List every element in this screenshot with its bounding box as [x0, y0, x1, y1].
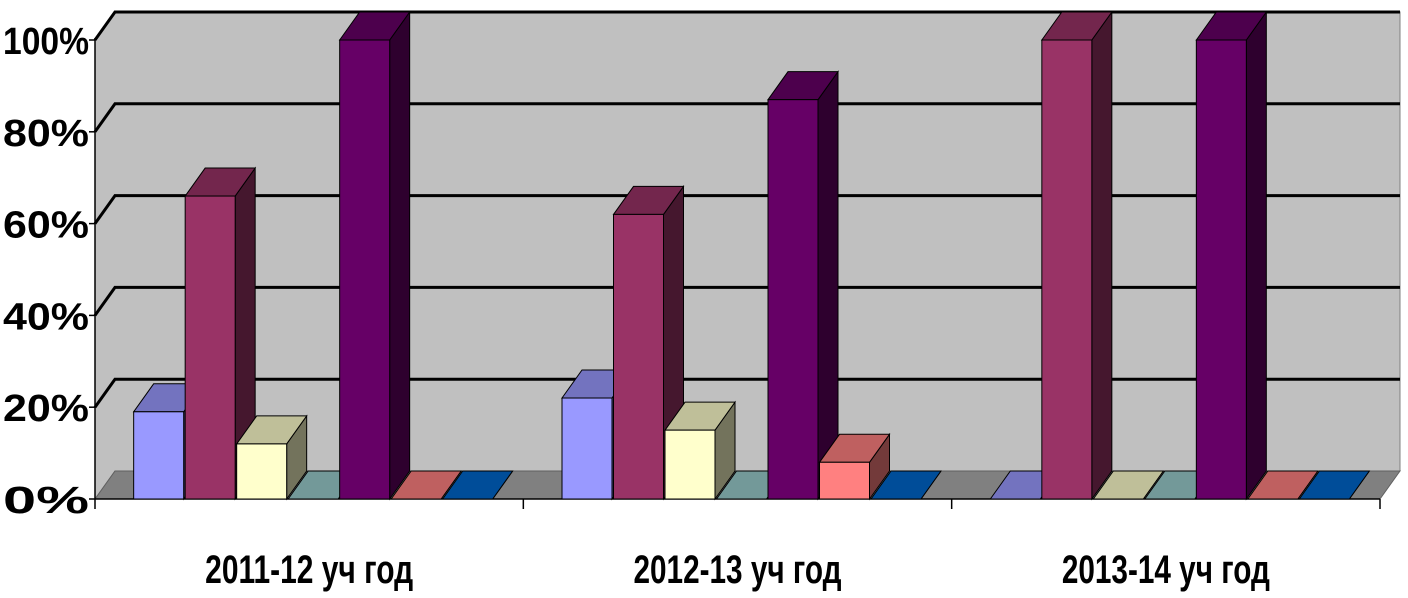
gridline [93, 102, 1400, 133]
bar-top [1246, 470, 1319, 500]
bar-side [1091, 10, 1113, 501]
bar-side [389, 10, 411, 501]
gridline [93, 377, 1400, 409]
y-tick-label: 20% [3, 388, 89, 430]
bar [1195, 39, 1247, 500]
bar [184, 195, 236, 500]
bar [1041, 39, 1093, 500]
bar-top [1092, 470, 1165, 500]
y-tick-label: 80% [3, 113, 89, 155]
x-tick-label: 2011-12 уч год [205, 548, 413, 592]
bar [561, 397, 613, 500]
bar-side [1245, 10, 1267, 501]
x-tick-label: 2012-13 уч год [634, 548, 842, 592]
bar [767, 99, 819, 500]
bar [236, 443, 288, 500]
bar [133, 411, 185, 500]
bar-top [390, 470, 463, 500]
bar [819, 461, 870, 500]
gridline [93, 194, 1400, 225]
x-tick-label: 2013-14 уч год [1062, 548, 1270, 592]
gridline [93, 10, 1400, 41]
bar [613, 213, 664, 500]
y-tick-label: 40% [3, 296, 89, 338]
y-tick-label: 0% [3, 480, 89, 522]
y-tick-label: 100% [3, 21, 89, 63]
y-tick-label: 60% [3, 205, 89, 247]
bar-top [1298, 470, 1371, 500]
gridline [93, 285, 1400, 317]
bar-top [441, 470, 514, 500]
bar-top [870, 470, 942, 500]
bar-side [817, 70, 839, 501]
bar [664, 429, 716, 500]
bar [339, 39, 391, 500]
